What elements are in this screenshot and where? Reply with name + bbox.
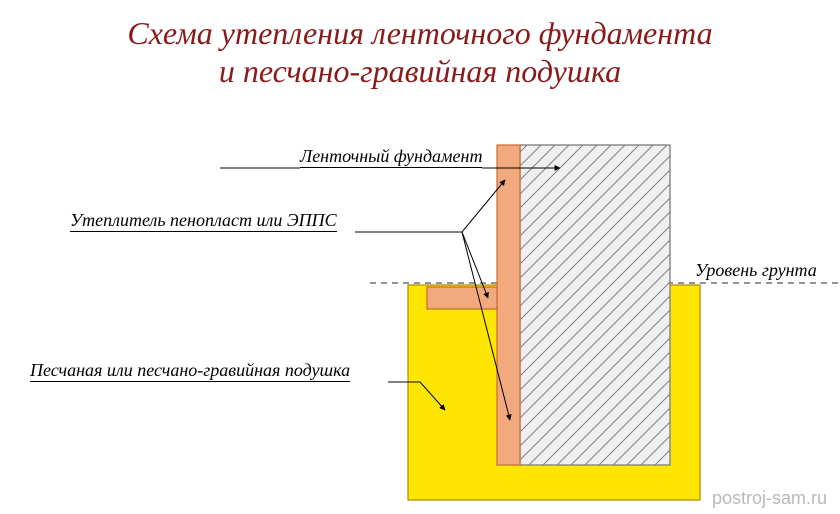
label-cushion: Песчаная или песчано-гравийная подушка — [30, 360, 350, 381]
strip-foundation — [520, 145, 670, 465]
label-cushion-text: Песчаная или песчано-гравийная подушка — [30, 360, 350, 382]
label-insulation: Утеплитель пенопласт или ЭППС — [70, 210, 337, 231]
leader-line-1 — [355, 180, 505, 232]
label-ground: Уровень грунта — [695, 260, 817, 281]
insulation-piece-0 — [497, 145, 520, 465]
diagram-canvas — [0, 0, 840, 514]
label-insulation-text: Утеплитель пенопласт или ЭППС — [70, 210, 337, 232]
watermark: postroj-sam.ru — [712, 488, 827, 509]
insulation-piece-1 — [427, 287, 497, 309]
label-foundation: Ленточный фундамент — [300, 146, 482, 167]
label-ground-text: Уровень грунта — [695, 260, 817, 280]
label-foundation-text: Ленточный фундамент — [300, 146, 482, 168]
